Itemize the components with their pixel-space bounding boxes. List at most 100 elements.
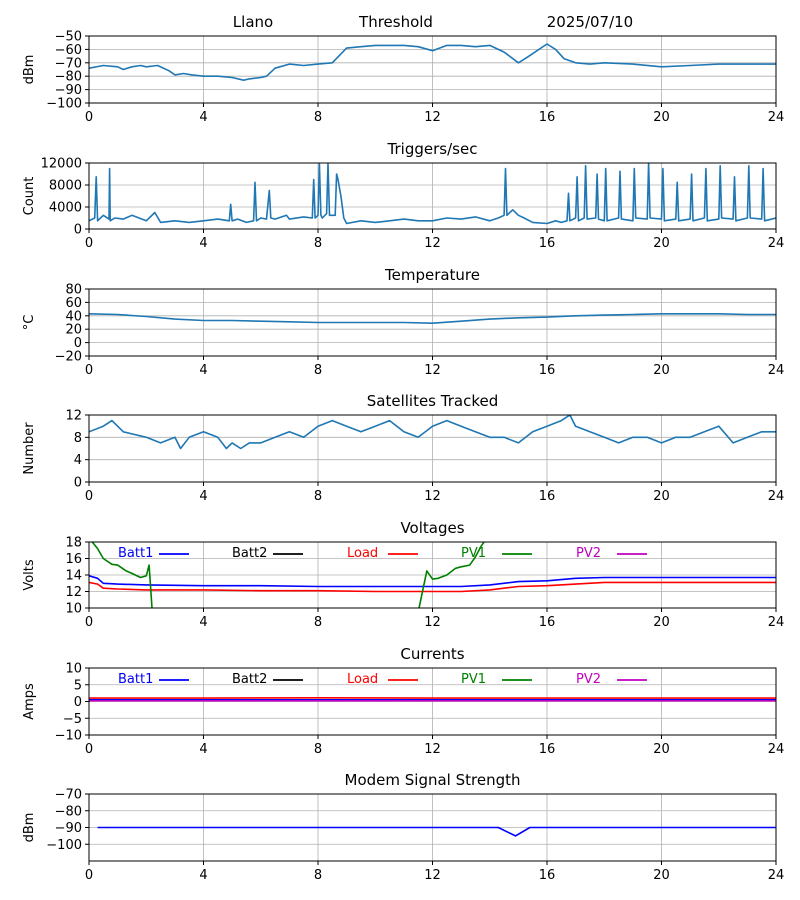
x-tick-label: 16 (539, 489, 556, 504)
x-tick-label: 16 (539, 110, 556, 125)
y-tick-label: −5 (63, 712, 82, 727)
chart-panel: 0 4 8 12 16 20 24 0 4000 8000 12000 Triggers/sec Cou… (22, 140, 784, 251)
chart-title: Voltages (400, 519, 464, 537)
x-tick-label: 16 (539, 742, 556, 757)
y-tick-label: 0 (74, 336, 82, 351)
series-line (89, 163, 776, 225)
x-tick-label: 20 (653, 110, 670, 125)
y-tick-label: 60 (65, 296, 82, 311)
legend-label: Batt1 (118, 546, 153, 561)
y-tick-label: 14 (65, 569, 82, 584)
legend-label: Load (347, 672, 378, 687)
y-tick-label: 80 (65, 283, 82, 298)
x-tick-label: 8 (314, 110, 322, 125)
x-tick-label: 0 (85, 363, 93, 378)
y-tick-label: −20 (55, 350, 82, 365)
x-tick-label: 0 (85, 615, 93, 630)
y-tick-label: 40 (65, 309, 82, 324)
y-tick-label: −100 (46, 97, 82, 112)
y-tick-label: −70 (55, 788, 82, 803)
x-tick-label: 0 (85, 489, 93, 504)
x-tick-label: 12 (424, 489, 441, 504)
y-tick-label: 12 (65, 585, 82, 600)
x-tick-label: 12 (424, 742, 441, 757)
y-tick-label: 18 (65, 536, 82, 551)
chart-title: Satellites Tracked (367, 392, 498, 410)
legend-label: PV2 (576, 546, 601, 561)
x-tick-label: 0 (85, 742, 93, 757)
x-tick-label: 0 (85, 236, 93, 251)
legend-label: Batt2 (232, 672, 267, 687)
x-tick-label: 24 (768, 615, 785, 630)
chart-panel: 0 4 8 12 16 20 24 0 4 8 12 Satellites Tracked Number (22, 392, 784, 504)
x-tick-label: 8 (314, 868, 322, 883)
x-tick-label: 16 (539, 615, 556, 630)
y-tick-label: 4000 (49, 201, 82, 216)
x-tick-label: 0 (85, 868, 93, 883)
y-axis-label: Number (22, 422, 37, 475)
x-tick-label: 12 (424, 868, 441, 883)
x-tick-label: 8 (314, 615, 322, 630)
x-tick-label: 24 (768, 236, 785, 251)
x-tick-label: 16 (539, 363, 556, 378)
y-tick-label: 20 (65, 323, 82, 338)
x-tick-label: 12 (424, 363, 441, 378)
x-tick-label: 8 (314, 236, 322, 251)
legend-label: PV1 (461, 672, 486, 687)
y-tick-label: 0 (74, 695, 82, 710)
y-tick-label: 8000 (49, 179, 82, 194)
chart-panel: 0 4 8 12 16 20 24 −70−80 −90 −100 Modem Signal Str… (22, 771, 784, 883)
y-axis-label: dBm (22, 813, 37, 843)
x-tick-label: 20 (653, 363, 670, 378)
x-tick-label: 24 (768, 742, 785, 757)
header-date: 2025/07/10 (547, 13, 633, 31)
x-tick-label: 16 (539, 236, 556, 251)
series-line (89, 43, 776, 81)
x-tick-label: 4 (199, 236, 207, 251)
y-tick-label: −80 (55, 804, 82, 819)
series-line (91, 542, 153, 608)
y-tick-label: 4 (74, 453, 82, 468)
series-line (89, 415, 776, 450)
y-tick-label: −80 (55, 70, 82, 85)
y-tick-label: 12 (65, 409, 82, 424)
series-line (89, 575, 776, 588)
chart-title: Currents (400, 645, 464, 663)
header-title: Threshold (358, 13, 433, 31)
x-tick-label: 8 (314, 489, 322, 504)
y-axis-label: Volts (22, 559, 37, 591)
x-tick-label: 12 (424, 236, 441, 251)
series-line (418, 542, 486, 608)
series-line (97, 826, 776, 837)
y-tick-label: 12000 (41, 157, 82, 172)
x-tick-label: 20 (653, 742, 670, 757)
y-tick-label: −70 (55, 56, 82, 71)
chart-panel: 0 4 8 12 16 20 24 −50−60−70−80−90−100 dBm (22, 30, 784, 126)
series-line (89, 581, 776, 593)
series-line (89, 312, 776, 325)
x-tick-label: 24 (768, 489, 785, 504)
x-tick-label: 20 (653, 615, 670, 630)
x-tick-label: 8 (314, 742, 322, 757)
x-tick-label: 12 (424, 110, 441, 125)
y-tick-label: 5 (74, 678, 82, 693)
x-tick-label: 24 (768, 363, 785, 378)
x-tick-label: 24 (768, 110, 785, 125)
y-axis-label: Count (22, 177, 37, 216)
x-tick-label: 24 (768, 868, 785, 883)
x-tick-label: 4 (199, 615, 207, 630)
y-tick-label: 0 (74, 476, 82, 491)
legend-label: Batt2 (232, 546, 267, 561)
y-axis-label: dBm (22, 55, 37, 85)
y-tick-label: 8 (74, 431, 82, 446)
header-site: Llano (233, 13, 273, 31)
chart-title: Triggers/sec (387, 140, 478, 158)
y-tick-label: 0 (74, 223, 82, 238)
y-tick-label: 16 (65, 552, 82, 567)
x-tick-label: 8 (314, 363, 322, 378)
x-tick-label: 4 (199, 489, 207, 504)
y-axis-label: °C (22, 315, 37, 331)
